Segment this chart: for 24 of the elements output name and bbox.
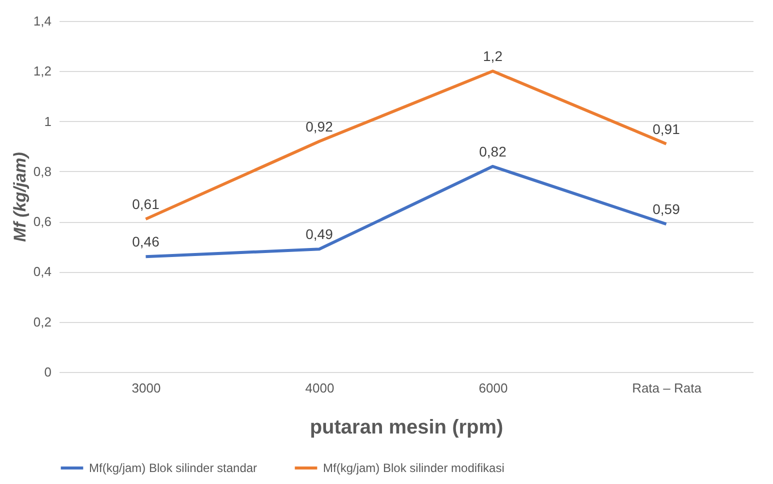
x-tick-label: 4000 bbox=[305, 380, 334, 396]
data-label: 0,92 bbox=[306, 118, 334, 134]
data-label: 0,49 bbox=[306, 226, 334, 242]
y-tick-label: 0,4 bbox=[33, 264, 52, 280]
data-label: 0,59 bbox=[652, 201, 680, 218]
x-tick-label: 3000 bbox=[132, 380, 161, 396]
y-tick-label: 1 bbox=[44, 114, 52, 129]
legend-label: Mf(kg/jam) Blok silinder standar bbox=[89, 461, 258, 475]
data-label: 1,2 bbox=[483, 48, 503, 64]
legend-label: Mf(kg/jam) Blok silinder modifikasi bbox=[323, 461, 504, 475]
data-label: 0,61 bbox=[132, 196, 160, 212]
y-tick-label: 0 bbox=[44, 364, 52, 380]
y-tick-label: 1,4 bbox=[33, 14, 52, 28]
x-axis-title: putaran mesin (rpm) bbox=[310, 416, 504, 438]
y-axis-title: Mf (kg/jam) bbox=[10, 152, 30, 242]
x-tick-label: 6000 bbox=[478, 380, 508, 396]
y-tick-label: 0,2 bbox=[33, 314, 52, 330]
data-label: 0,91 bbox=[652, 120, 680, 137]
x-tick-label: Rata – Rata bbox=[632, 380, 702, 396]
data-label: 0,46 bbox=[132, 234, 160, 250]
y-tick-label: 0,6 bbox=[33, 214, 52, 230]
y-tick-label: 0,8 bbox=[33, 164, 52, 179]
data-label: 0,82 bbox=[479, 143, 507, 160]
y-tick-label: 1,2 bbox=[33, 64, 52, 79]
